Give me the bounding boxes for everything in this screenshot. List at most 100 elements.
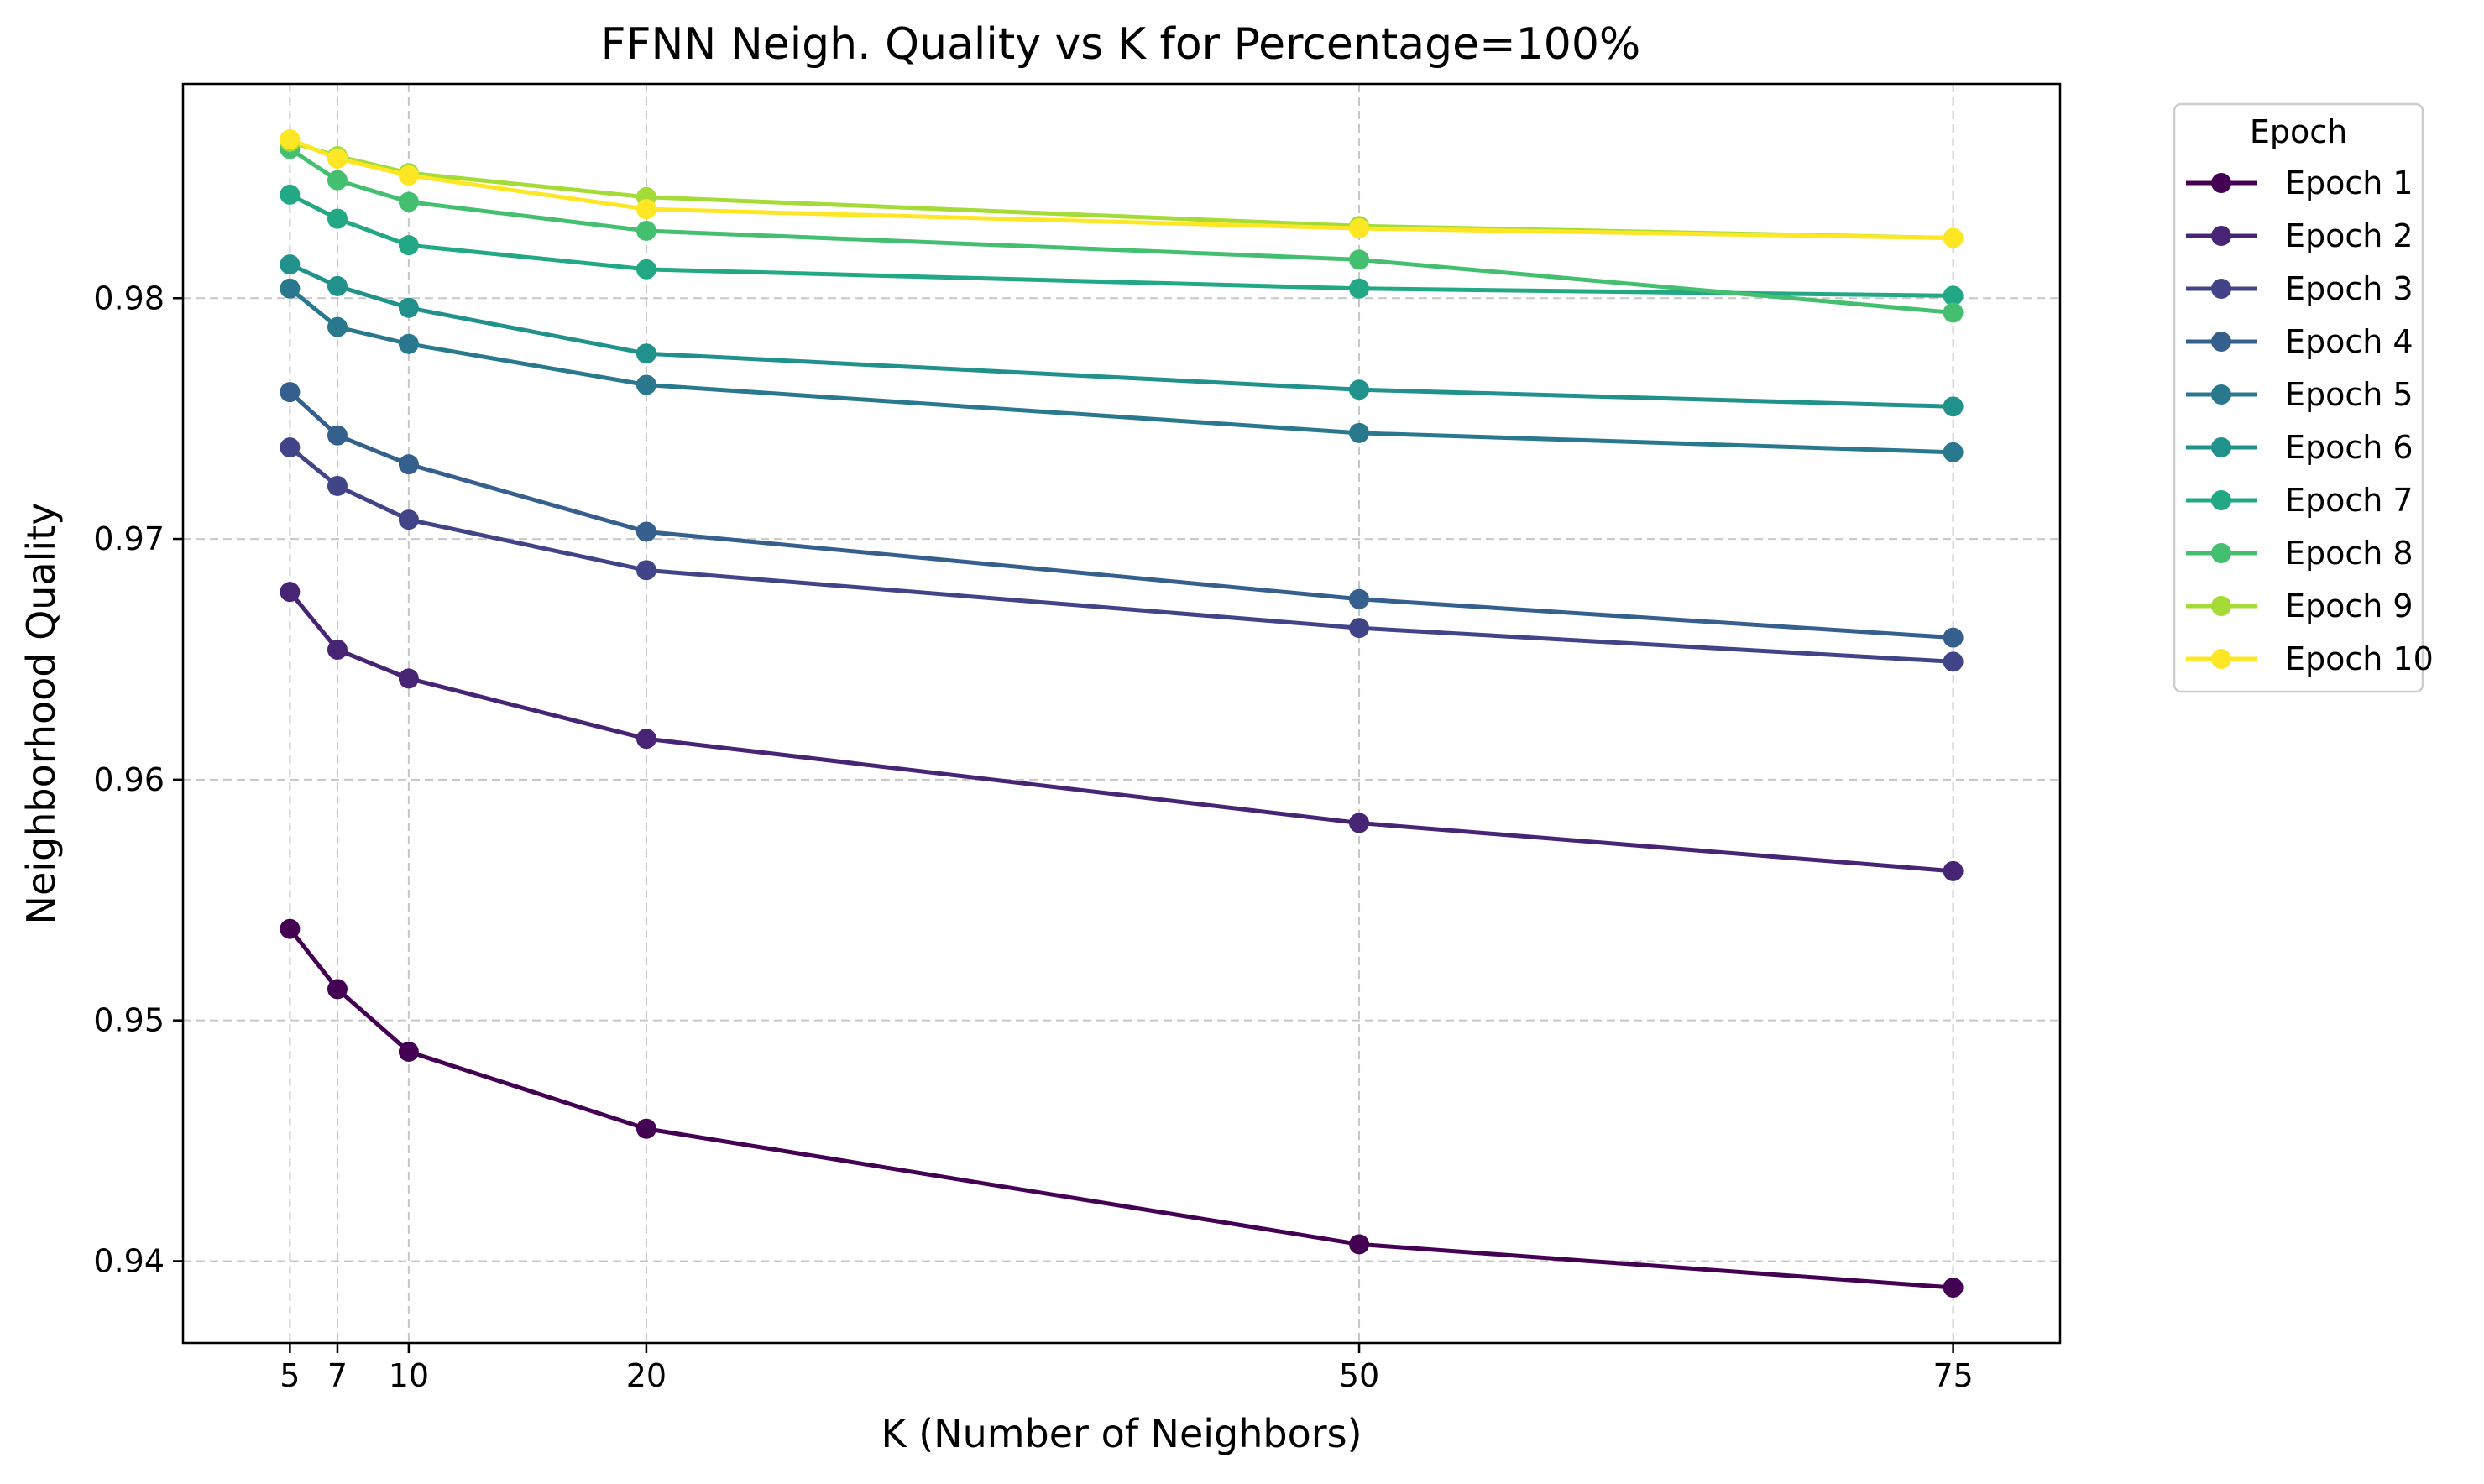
series-line (288, 390, 1953, 640)
series-line (288, 446, 1953, 664)
data-point (635, 259, 656, 280)
legend-swatch-marker (2211, 649, 2231, 669)
series-1 (280, 918, 1964, 1298)
data-point (1349, 588, 1370, 609)
data-point (1349, 1234, 1370, 1255)
data-point (1943, 442, 1964, 462)
plot-area-frame (181, 82, 2062, 1345)
data-point (327, 316, 348, 337)
data-point (280, 918, 301, 939)
series-10 (280, 128, 1964, 248)
legend-entry: Epoch 7 (2186, 482, 2413, 519)
series-4 (280, 382, 1964, 648)
legend-label: Epoch 10 (2285, 640, 2434, 677)
legend-box (2173, 102, 2424, 693)
legend-entry: Epoch 5 (2186, 376, 2413, 413)
legend-swatch-marker (2211, 279, 2231, 299)
data-point (1349, 278, 1370, 299)
data-point (1943, 1278, 1964, 1298)
data-point (1943, 227, 1964, 248)
legend-title: Epoch (2250, 113, 2347, 150)
data-point (1943, 627, 1964, 648)
data-point (280, 382, 301, 403)
data-point (1943, 285, 1964, 306)
series-line (288, 928, 1953, 1290)
x-axis-ticks: 5 7 10 20 50 75 (280, 1343, 1974, 1394)
data-point (327, 475, 348, 496)
legend-entry: Epoch 3 (2186, 270, 2413, 307)
series-7 (280, 184, 1964, 306)
legend-label: Epoch 1 (2285, 165, 2413, 201)
data-point (635, 374, 656, 395)
data-point (1349, 379, 1370, 400)
data-point (327, 425, 348, 446)
legend-entry: Epoch 2 (2186, 217, 2413, 254)
legend-entries: Epoch 1 Epoch 2 Epoch 3 Epoch 4 Epoch 5 Epoch… (2186, 165, 2434, 677)
data-point (327, 170, 348, 191)
data-point (1943, 860, 1964, 881)
legend-swatch-marker (2211, 173, 2231, 193)
data-point (398, 1041, 419, 1062)
data-point (398, 668, 419, 689)
legend-label: Epoch 7 (2285, 482, 2413, 519)
data-point (398, 235, 419, 256)
data-point (635, 199, 656, 220)
data-point (1349, 218, 1370, 239)
series-3 (280, 437, 1964, 672)
data-point (635, 521, 656, 542)
legend-swatch-marker (2211, 543, 2231, 563)
x-tick-label: 10 (389, 1357, 429, 1394)
data-point (280, 278, 301, 299)
legend-label: Epoch 8 (2285, 535, 2413, 572)
legend-swatch-marker (2211, 384, 2231, 405)
legend-swatch-marker (2211, 226, 2231, 246)
series-2 (280, 582, 1964, 881)
legend-label: Epoch 6 (2285, 429, 2413, 466)
legend-swatch-marker (2211, 332, 2231, 352)
series-6 (280, 254, 1964, 417)
data-point (327, 148, 348, 169)
legend-entry: Epoch 9 (2186, 588, 2413, 624)
legend-label: Epoch 2 (2285, 217, 2413, 254)
data-point (1349, 618, 1370, 639)
x-tick-label: 20 (626, 1357, 667, 1394)
x-tick-label: 50 (1339, 1357, 1379, 1394)
data-point (635, 729, 656, 750)
data-point (1943, 396, 1964, 417)
data-point (280, 128, 301, 149)
y-axis-label: Neighborhood Quality (18, 503, 64, 925)
y-tick-label: 0.97 (93, 520, 165, 557)
data-point (1349, 422, 1370, 443)
data-point (398, 297, 419, 318)
legend-entry: Epoch 8 (2186, 535, 2413, 572)
data-point (280, 582, 301, 603)
data-point (635, 343, 656, 364)
data-point (280, 184, 301, 205)
data-point (1943, 302, 1964, 323)
x-tick-label: 5 (280, 1357, 300, 1394)
data-point (398, 191, 419, 212)
legend-entry: Epoch 1 (2186, 165, 2413, 201)
x-tick-label: 7 (327, 1357, 348, 1394)
legend-label: Epoch 4 (2285, 323, 2413, 360)
data-point (398, 333, 419, 354)
series-line (288, 286, 1953, 455)
data-point (398, 454, 419, 475)
legend-label: Epoch 3 (2285, 270, 2413, 307)
legend-label: Epoch 5 (2285, 376, 2413, 413)
legend-swatch-marker (2211, 490, 2231, 510)
y-tick-label: 0.95 (93, 1002, 165, 1039)
data-point (327, 275, 348, 296)
legend-entry: Epoch 4 (2186, 323, 2413, 360)
data-point (635, 220, 656, 241)
data-point (635, 1118, 656, 1139)
data-point (1349, 813, 1370, 833)
legend-label: Epoch 9 (2285, 588, 2413, 624)
data-point (327, 979, 348, 1000)
data-point (1349, 249, 1370, 270)
legend-swatch-marker (2211, 437, 2231, 457)
data-point (398, 509, 419, 530)
